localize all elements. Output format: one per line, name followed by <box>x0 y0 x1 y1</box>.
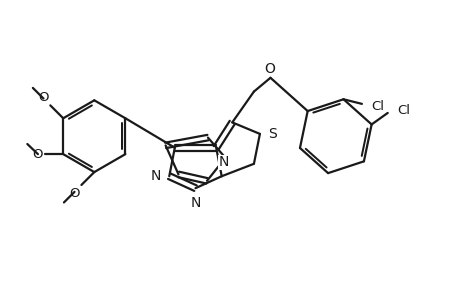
Text: O: O <box>33 148 43 160</box>
Text: N: N <box>218 155 229 169</box>
Text: Cl: Cl <box>370 100 383 113</box>
Text: N: N <box>150 169 161 183</box>
Text: O: O <box>263 62 274 76</box>
Text: S: S <box>268 127 276 141</box>
Text: O: O <box>69 187 79 200</box>
Text: O: O <box>38 91 48 103</box>
Text: Cl: Cl <box>396 104 409 117</box>
Text: N: N <box>190 196 200 211</box>
